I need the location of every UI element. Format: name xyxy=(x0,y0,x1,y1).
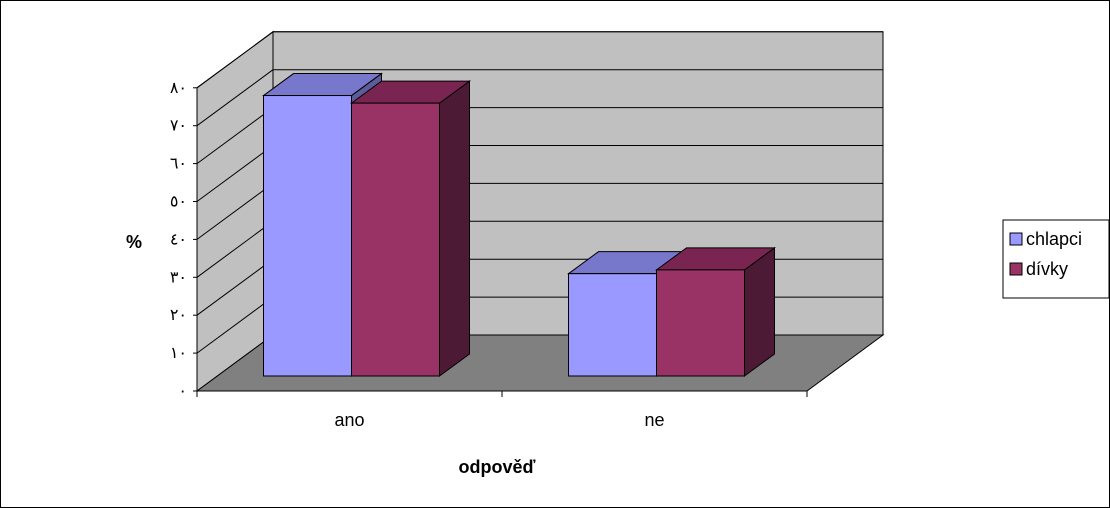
y-tick-label: ٨٠ xyxy=(170,80,187,97)
x-tick-label: ne xyxy=(644,410,664,430)
legend: chlapci dívky xyxy=(1002,219,1110,299)
gridline-side xyxy=(196,107,274,165)
y-tick-labels: ٠ ١٠ ٢٠ ٣٠ ٤٠ ٥٠ ٦٠ ٧٠ ٨٠ xyxy=(170,80,187,400)
y-tick-label: ٠ xyxy=(178,383,187,400)
gridline-side xyxy=(196,220,274,278)
bar-dívky-ano xyxy=(349,80,472,377)
y-tick-label: ١٠ xyxy=(170,345,187,362)
legend-label: chlapci xyxy=(1026,229,1082,249)
axes xyxy=(193,87,808,397)
legend-label: dívky xyxy=(1026,259,1068,279)
bars xyxy=(261,72,777,377)
bar-front xyxy=(656,269,745,377)
y-tick-label: ٢٠ xyxy=(170,307,187,324)
gridline-side xyxy=(196,145,274,202)
y-tick-label: ٤٠ xyxy=(170,231,187,248)
x-axis-title: odpověď xyxy=(459,457,536,477)
gridline-side xyxy=(196,296,274,354)
gridline-side xyxy=(196,69,274,127)
bar-side xyxy=(439,80,470,377)
bar-front xyxy=(568,273,657,377)
y-tick-label: ٧٠ xyxy=(170,118,187,135)
bar-dívky-ne xyxy=(654,246,777,377)
x-tick-label: ano xyxy=(334,410,364,430)
bar-front xyxy=(351,102,440,377)
x-tick-labels: ano ne xyxy=(334,410,664,430)
gridline-side xyxy=(196,31,274,89)
y-tick-label: ٦٠ xyxy=(170,156,187,173)
legend-swatch xyxy=(1009,262,1023,276)
gridline-side xyxy=(196,258,274,316)
y-axis-title: % xyxy=(126,232,142,252)
gridline-side xyxy=(196,182,274,240)
bar-front xyxy=(263,95,352,377)
y-tick-label: ٣٠ xyxy=(170,269,187,286)
y-tick-label: ٥٠ xyxy=(170,194,187,211)
legend-swatch xyxy=(1009,232,1023,246)
